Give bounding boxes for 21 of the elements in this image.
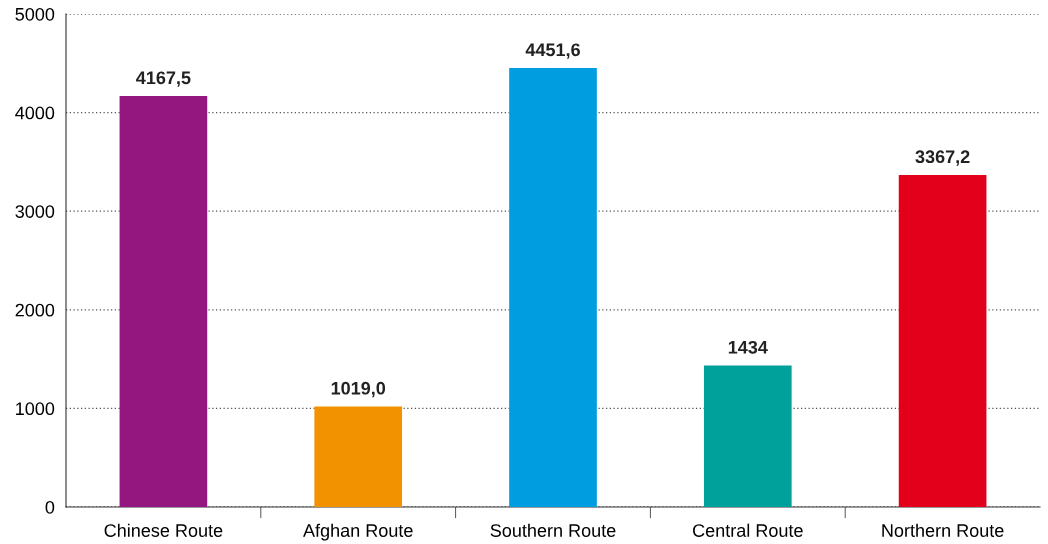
bar — [703, 365, 792, 507]
y-tick-label: 1000 — [16, 402, 55, 416]
data-label: 4451,6 — [525, 43, 580, 59]
data-label: 1019,0 — [331, 381, 386, 398]
x-tick-label: Northern Route — [882, 523, 1004, 537]
bar — [119, 96, 208, 507]
y-tick-label: 4000 — [15, 106, 55, 120]
y-tick-label: 0 — [45, 500, 55, 514]
data-label: 3367,2 — [915, 150, 970, 166]
y-tick-label: 5000 — [15, 7, 55, 21]
bar — [898, 174, 987, 507]
y-tick-label: 2000 — [15, 303, 55, 317]
y-tick-label: 3000 — [15, 205, 55, 218]
data-label: 1434 — [728, 340, 768, 354]
data-label: 4167,5 — [136, 71, 191, 87]
x-tick-label: Chinese Route — [104, 523, 223, 537]
x-tick-label: Afghan Route — [303, 523, 413, 541]
bar — [314, 406, 403, 507]
bar — [509, 68, 597, 507]
x-tick-label: Southern Route — [490, 523, 616, 537]
x-tick-label: Central Route — [693, 523, 803, 537]
